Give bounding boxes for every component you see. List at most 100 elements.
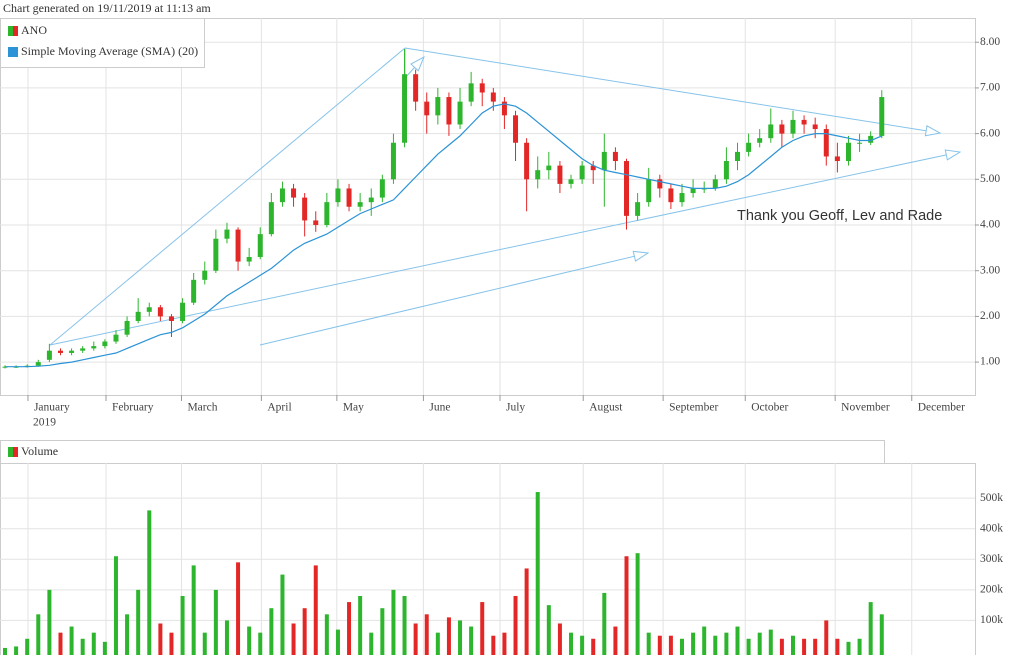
candle-body [390,142,396,180]
volume-bar [624,556,629,655]
volume-bar [668,635,673,655]
volume-bar [236,562,241,655]
volume-grid [0,463,976,655]
candle-body [80,348,86,351]
candle-body [368,197,374,203]
candle-body [801,119,807,125]
candle-body [402,74,408,143]
candle-body [435,97,441,116]
candle-body [468,83,474,102]
volume-bar [657,635,662,655]
candle-body [124,320,130,335]
candle-body [790,119,796,134]
volume-bar [191,565,196,655]
candle-body [457,101,463,125]
candle-body [91,346,97,349]
x-tick-label: February [112,402,154,414]
volume-bar [724,632,729,655]
x-tick-label: April [267,402,291,414]
volume-bar [247,626,252,655]
volume-bar [458,620,463,655]
volume-bar [691,632,696,655]
y-tick-label: 4.00 [980,219,1000,231]
candle-body [69,350,75,353]
candle-body [413,74,419,102]
volume-bar [369,632,374,655]
price-panel [0,18,976,396]
trend-lines [49,47,960,346]
candle-body [857,142,863,144]
x-tick-label: January [34,402,70,414]
volume-bar [280,574,285,655]
candle-body [712,179,718,189]
volume-bar [824,620,829,655]
candle-body [346,188,352,207]
volume-bar [47,589,52,655]
volume-bar [868,602,873,655]
volume-bar [768,629,773,655]
candle-body [557,165,563,184]
candle-body [868,135,874,143]
legend-swatch [8,26,13,36]
candle-body [879,97,885,136]
price-marks [2,49,885,369]
volume-bar [835,638,840,655]
year-label: 2019 [33,417,56,429]
candle-body [579,165,585,180]
volume-bar [2,647,7,655]
candle-body [157,307,163,317]
legend-label: Volume [21,444,58,458]
x-tick-label: March [187,402,217,414]
candle-body [812,124,818,130]
x-tick-label: September [669,402,718,414]
volume-bar [713,635,718,655]
volume-bar [635,553,640,655]
volume-bar [14,646,19,655]
candle-body [734,151,740,162]
candle-body [723,161,729,180]
candle-body [335,188,341,203]
legend-label: Simple Moving Average (SMA) (20) [21,44,198,58]
volume-bar [158,623,163,655]
legend-swatch [8,447,13,457]
candle-body [379,179,385,198]
candle-body [768,124,774,139]
volume-bar [424,614,429,655]
volume-bar [680,638,685,655]
candle-body [57,350,63,353]
candle-body [113,334,119,342]
candle-body [524,142,530,180]
candle-body [279,188,285,203]
candle-body [601,151,607,171]
volume-bar [546,605,551,655]
y-tick-label: 6.00 [980,127,1000,139]
volume-bar [591,638,596,655]
y-tick-label: 1.00 [980,356,1000,368]
candle-body [535,170,541,180]
candle-body [168,316,174,321]
volume-bar [580,635,585,655]
chart-title: Chart generated on 19/11/2019 at 11:13 a… [3,1,211,15]
candle-body [191,279,197,303]
candle-body [213,238,219,271]
candle-body [490,92,496,102]
candle-body [2,366,8,368]
trend-arrow [404,47,940,133]
volume-header [0,440,885,464]
candle-body [180,302,186,321]
volume-bar [69,626,74,655]
volume-bar [80,638,85,655]
volume-bar [846,641,851,655]
volume-bar [413,623,418,655]
legend [0,18,205,68]
x-tick-label: July [506,402,525,414]
candle-body [823,129,829,157]
volume-bar [291,623,296,655]
price-grid [0,18,979,401]
candle-body [757,138,763,143]
x-tick-label: December [918,402,965,414]
candle-body [357,202,363,207]
legend-swatch [13,26,18,36]
volume-bar [569,632,574,655]
volume-bar [646,632,651,655]
